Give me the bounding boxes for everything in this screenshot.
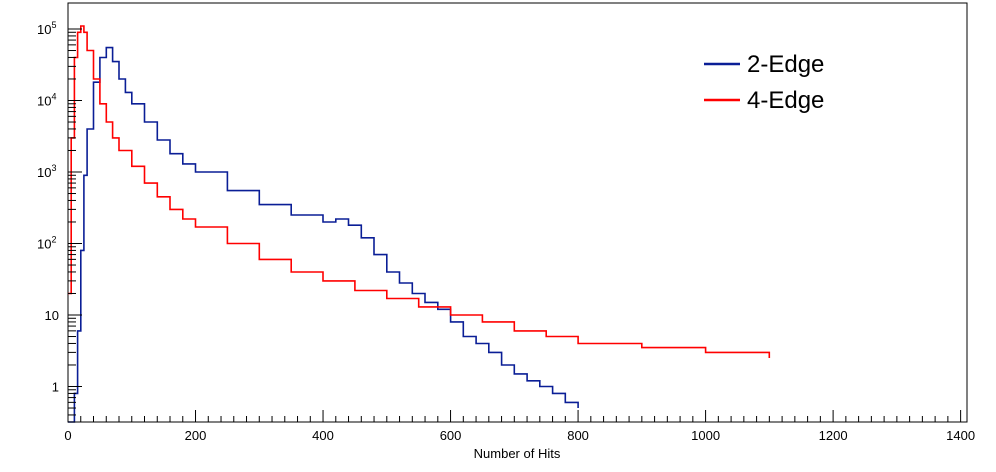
x-tick-label: 0 <box>64 428 71 443</box>
series-line-4-edge <box>68 25 771 358</box>
y-axis: 1 10 102 103 104 105 <box>37 20 82 423</box>
legend-label-4-edge: 4-Edge <box>747 87 824 114</box>
x-tick-label: 1400 <box>946 428 975 443</box>
y-tick-label: 10 <box>45 308 59 323</box>
x-tick-label: 600 <box>440 428 462 443</box>
x-tick-label: 1200 <box>819 428 848 443</box>
y-tick-label: 104 <box>37 92 56 109</box>
plot-frame <box>67 2 968 423</box>
x-axis: 0 200 400 600 800 1000 1200 1400 <box>64 410 975 443</box>
series-layer <box>68 25 771 423</box>
y-tick-label: 105 <box>37 20 56 37</box>
x-tick-label: 400 <box>312 428 334 443</box>
legend-label-2-edge: 2-Edge <box>747 51 824 78</box>
legend: 2-Edge 4-Edge <box>704 51 824 114</box>
x-tick-label: 1000 <box>691 428 720 443</box>
x-axis-title: Number of Hits <box>474 446 561 461</box>
x-tick-label: 800 <box>567 428 589 443</box>
y-tick-label: 1 <box>52 380 59 395</box>
x-tick-label: 200 <box>185 428 207 443</box>
y-tick-label: 102 <box>37 235 56 252</box>
y-tick-label: 103 <box>37 163 56 180</box>
series-line-2-edge <box>68 46 579 423</box>
